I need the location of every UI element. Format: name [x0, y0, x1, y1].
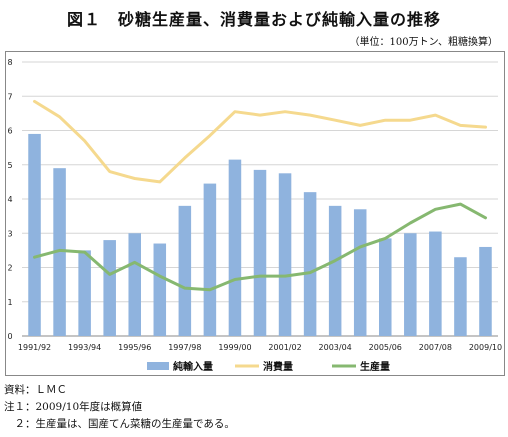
- x-tick-label: 2001/02: [268, 343, 301, 352]
- bar: [278, 173, 292, 336]
- series-line: [33, 202, 487, 292]
- note-1: 注１：2009/10年度は概算値: [4, 401, 143, 413]
- legend-label: 生産量: [360, 360, 390, 373]
- unit-label: （単位：100万トン、粗糖換算）: [349, 37, 499, 48]
- x-tick-label: 2003/04: [319, 343, 352, 352]
- legend-swatch: [147, 362, 169, 370]
- y-tick-label: 1: [7, 298, 12, 307]
- bar: [328, 205, 342, 336]
- bar: [128, 233, 141, 336]
- x-tick-label: 1991/92: [18, 343, 51, 352]
- bar: [379, 238, 392, 336]
- x-tick-label: 1995/96: [118, 343, 151, 352]
- y-tick-label: 4: [7, 195, 12, 204]
- y-tick-label: 6: [7, 127, 12, 136]
- series-line: [33, 99, 487, 184]
- y-tick-label: 8: [7, 58, 12, 67]
- bar: [253, 169, 267, 336]
- x-tick-label: 2005/06: [369, 343, 402, 352]
- x-tick-label: 1999/00: [218, 343, 251, 352]
- bar: [178, 205, 192, 336]
- x-tick-label: 1993/94: [68, 343, 101, 352]
- bar: [429, 231, 442, 336]
- note-2: ２：生産量は、国産てん菜糖の生産量である。: [4, 418, 235, 430]
- bar: [303, 192, 317, 336]
- bar: [404, 233, 417, 336]
- bar: [203, 183, 217, 336]
- x-tick-label: 1997/98: [168, 343, 201, 352]
- chart-title: 図１ 砂糖生産量、消費量および純輸入量の推移: [66, 10, 441, 29]
- legend-label: 純輸入量: [173, 360, 213, 373]
- chart-frame: [5, 51, 505, 376]
- bar: [53, 168, 66, 336]
- x-tick-label: 2007/08: [419, 343, 452, 352]
- bar: [78, 250, 91, 336]
- bar: [228, 159, 242, 336]
- note-source: 資料：ＬＭＣ: [4, 384, 67, 396]
- y-tick-label: 0: [7, 332, 12, 341]
- y-tick-label: 3: [7, 229, 12, 238]
- bar: [28, 133, 41, 336]
- legend-label: 消費量: [263, 360, 293, 373]
- bar: [479, 246, 492, 336]
- y-tick-label: 5: [7, 161, 12, 170]
- bar: [153, 243, 167, 336]
- notes: 資料：ＬＭＣ 注１：2009/10年度は概算値 ２：生産量は、国産てん菜糖の生産…: [4, 382, 235, 433]
- x-tick-label: 2009/10: [469, 343, 502, 352]
- y-tick-label: 7: [7, 92, 12, 101]
- bar: [103, 240, 116, 336]
- bar: [353, 209, 367, 336]
- bar: [454, 257, 467, 336]
- y-tick-label: 2: [7, 264, 12, 273]
